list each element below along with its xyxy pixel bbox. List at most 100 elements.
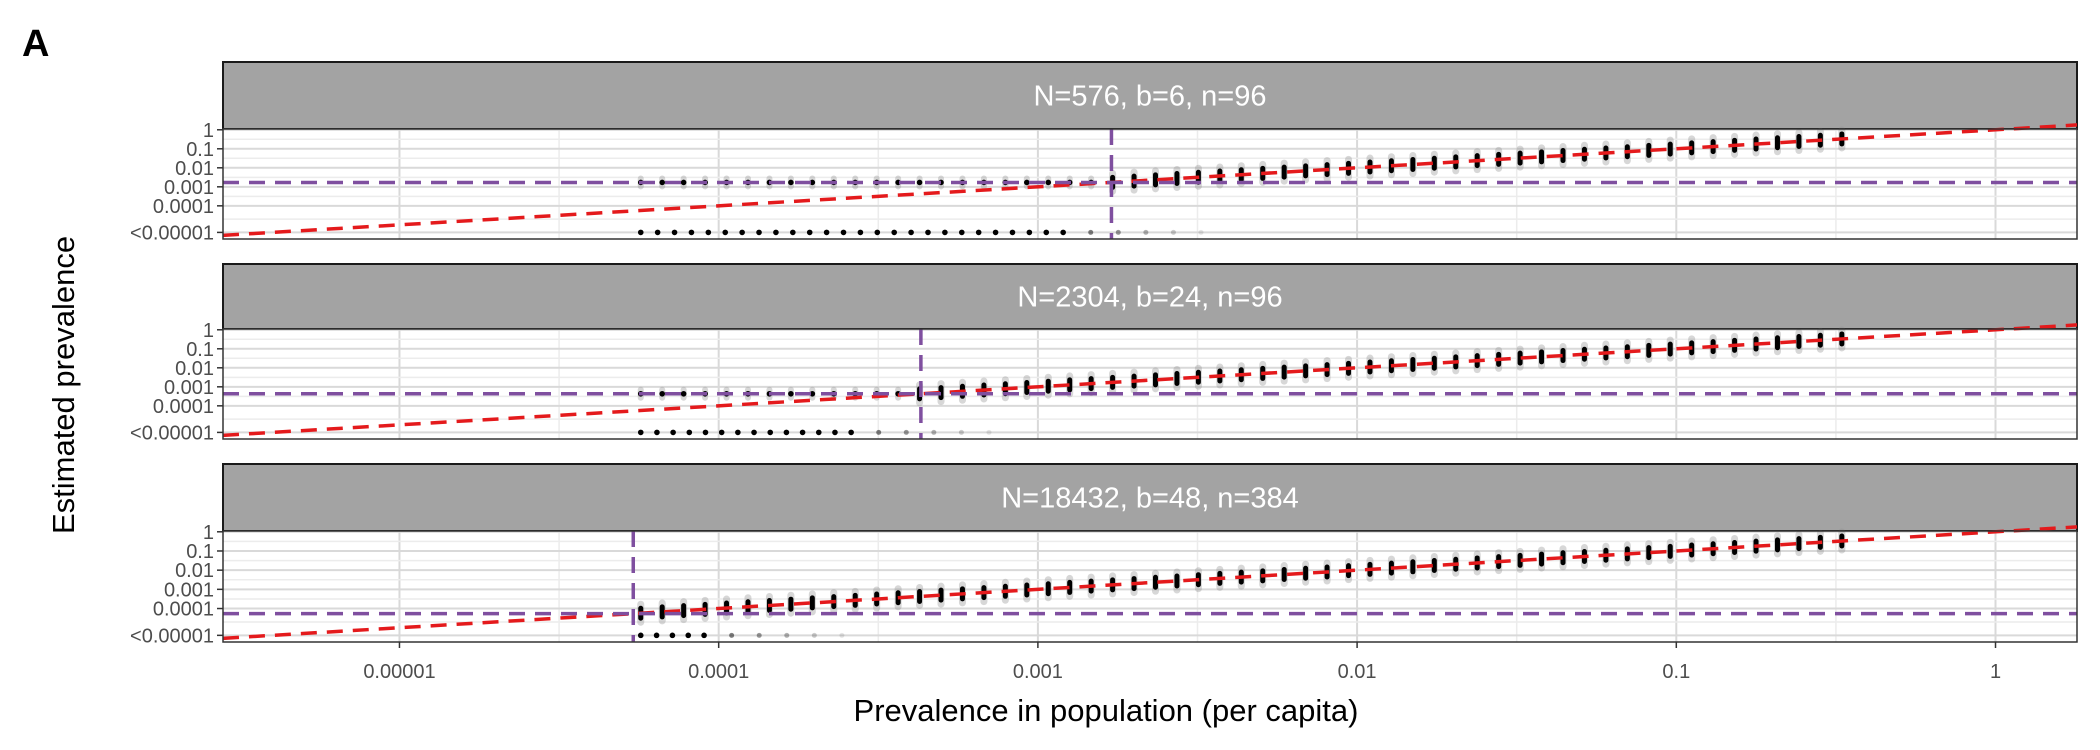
plot-background xyxy=(223,329,2077,439)
undetected-point-faded xyxy=(1143,229,1149,235)
panel-border xyxy=(222,128,2078,240)
undetected-point xyxy=(806,229,813,236)
undetected-point xyxy=(874,229,881,236)
y-tick-label: 0.01 xyxy=(175,560,214,582)
y-tick-label: 0.0001 xyxy=(153,196,214,218)
x-tick-label: 0.001 xyxy=(1013,661,1063,683)
undetected-point xyxy=(653,632,660,639)
plot-background xyxy=(223,531,2077,642)
undetected-point-faded xyxy=(756,632,762,638)
panel-border xyxy=(222,530,2078,643)
undetected-point xyxy=(799,429,806,436)
undetected-point xyxy=(1043,229,1050,236)
y-tick-label: 1 xyxy=(203,320,214,342)
x-axis-ticks: 0.00001 0.0001 0.001 0.01 0.1 1 xyxy=(363,642,2001,683)
undetected-point-faded xyxy=(784,632,790,638)
x-axis-title: Prevalence in population (per capita) xyxy=(854,693,1359,728)
identity-line xyxy=(222,525,2078,641)
undetected-point xyxy=(686,429,693,436)
facet-panels: N=576, b=6, n=9610.10.010.0010.0001<0.00… xyxy=(130,61,2078,647)
y-tick-label: 0.01 xyxy=(175,358,214,380)
undetected-point xyxy=(790,229,796,236)
undetected-point xyxy=(702,429,709,436)
x-tick-label: 0.0001 xyxy=(688,661,749,683)
undetected-point-faded xyxy=(1115,229,1121,235)
undetected-point xyxy=(705,229,712,236)
undetected-point xyxy=(637,229,644,236)
y-tick-label: <0.00001 xyxy=(130,222,214,244)
undetected-point xyxy=(823,229,830,236)
scatter-point xyxy=(788,179,794,186)
undetected-point xyxy=(739,229,745,236)
data-points xyxy=(637,528,1846,639)
y-tick-label: 0.1 xyxy=(186,339,214,361)
y-tick-label: <0.00001 xyxy=(130,422,214,444)
undetected-point xyxy=(669,632,676,639)
undetected-point-faded xyxy=(729,632,735,638)
undetected-point xyxy=(637,429,644,436)
scatter-point xyxy=(1024,179,1030,186)
data-points xyxy=(637,126,1846,236)
scatter-point xyxy=(788,390,794,397)
panel-border xyxy=(222,328,2078,440)
facet-strip-label: N=18432, b=48, n=384 xyxy=(1001,483,1299,515)
undetected-point xyxy=(773,229,779,236)
y-tick-label: 0.0001 xyxy=(153,396,214,418)
scatter-point xyxy=(680,390,687,397)
y-tick-label: 0.001 xyxy=(164,177,214,199)
undetected-point xyxy=(857,229,864,236)
scatter-point xyxy=(916,179,923,186)
y-tick-label: 0.001 xyxy=(164,579,214,601)
undetected-point xyxy=(756,229,762,236)
scatter-point xyxy=(659,390,666,397)
y-tick-label: 0.01 xyxy=(175,158,214,180)
undetected-point-faded xyxy=(958,429,964,435)
facet-strip-label: N=2304, b=24, n=96 xyxy=(1017,282,1282,314)
undetected-point xyxy=(908,229,914,236)
undetected-point-faded xyxy=(903,429,909,435)
undetected-point xyxy=(670,429,676,436)
undetected-point xyxy=(1026,229,1033,236)
undetected-point xyxy=(958,229,965,236)
undetected-point xyxy=(637,632,644,639)
y-tick-label: 0.0001 xyxy=(153,599,214,621)
undetected-point xyxy=(688,229,695,236)
undetected-point xyxy=(654,429,660,436)
x-tick-label: 0.1 xyxy=(1662,661,1690,683)
undetected-point xyxy=(685,632,692,639)
undetected-point xyxy=(992,229,999,236)
undetected-point-faded xyxy=(811,632,817,638)
panel-tag: A xyxy=(22,23,49,65)
y-axis-title: Estimated prevalence xyxy=(46,236,81,534)
undetected-point xyxy=(848,429,854,436)
undetected-point-faded xyxy=(876,429,882,435)
identity-line xyxy=(222,123,2078,238)
identity-line xyxy=(222,323,2078,438)
y-tick-label: 0.001 xyxy=(164,377,214,399)
undetected-point xyxy=(735,429,741,436)
undetected-point xyxy=(891,229,898,236)
x-tick-label: 0.01 xyxy=(1338,661,1377,683)
undetected-point-faded xyxy=(839,632,845,638)
undetected-point xyxy=(783,429,790,436)
y-tick-label: 1 xyxy=(203,522,214,544)
undetected-point-faded xyxy=(1198,229,1204,235)
y-tick-label: <0.00001 xyxy=(130,625,214,647)
y-tick-label: 1 xyxy=(203,120,214,142)
y-tick-label: 0.1 xyxy=(186,541,214,563)
undetected-point xyxy=(654,229,661,236)
facet-strip xyxy=(222,463,2078,532)
undetected-point xyxy=(1060,229,1066,236)
undetected-point xyxy=(751,429,757,436)
y-tick-label: 0.1 xyxy=(186,139,214,161)
undetected-point xyxy=(722,229,729,236)
undetected-point xyxy=(815,429,822,436)
undetected-point-faded xyxy=(1170,229,1176,235)
scatter-point xyxy=(659,179,666,186)
scatter-point xyxy=(1045,179,1052,186)
facet-strip-label: N=576, b=6, n=96 xyxy=(1033,81,1266,113)
undetected-point xyxy=(975,229,982,236)
